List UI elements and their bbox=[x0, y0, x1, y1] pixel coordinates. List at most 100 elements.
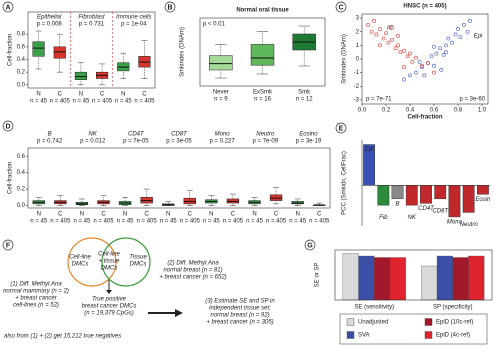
n-label: n = 405 bbox=[309, 219, 330, 225]
scatter-point bbox=[429, 54, 434, 59]
y-tick-label: 0.6 bbox=[17, 44, 26, 50]
p-value: p = 0.008 bbox=[37, 22, 63, 28]
y-tick-label: -3 bbox=[354, 97, 360, 103]
scatter-point bbox=[453, 32, 458, 37]
n-label: n = 405 bbox=[180, 219, 201, 225]
scatter-point bbox=[422, 73, 427, 78]
bar bbox=[452, 257, 469, 301]
bar-label: NK bbox=[408, 215, 417, 221]
scatter-point bbox=[402, 77, 406, 82]
scatter-point bbox=[386, 40, 391, 45]
x-tick-label: N bbox=[37, 212, 41, 218]
plot-frame bbox=[361, 13, 489, 105]
venn-label: DMCs bbox=[130, 262, 147, 268]
n-label: n = 405 bbox=[134, 99, 155, 105]
legend-swatch bbox=[346, 331, 355, 339]
y-axis-label: Smkindex (DNAm) bbox=[342, 34, 348, 84]
scatter-point bbox=[450, 40, 454, 45]
y-tick-label: 0.6 bbox=[17, 154, 26, 160]
x-tick-label: SE (sensitivity) bbox=[354, 305, 394, 311]
x-axis-label: Cell-fraction bbox=[407, 115, 442, 121]
group-label: Epithelial bbox=[37, 15, 62, 21]
x-tick-label: C bbox=[58, 92, 63, 98]
n-label: n = 405 bbox=[93, 219, 114, 225]
x-tick-label: N bbox=[80, 212, 84, 218]
result-text: + breast cancer (n = 305) bbox=[206, 320, 273, 326]
result-text: normal breast (n = 92) bbox=[210, 313, 269, 319]
x-tick-label: N bbox=[123, 212, 127, 218]
x-tick-label: N bbox=[121, 92, 125, 98]
p-value: p = 1e-04 bbox=[121, 22, 147, 28]
source-text: + breast cancer bbox=[15, 296, 58, 302]
scatter-point bbox=[396, 43, 400, 48]
legend-box bbox=[339, 313, 488, 345]
panel-letter: A bbox=[5, 4, 10, 11]
bar-label: Mono bbox=[447, 220, 463, 226]
bar-label: Fib bbox=[379, 215, 388, 221]
group-label: Eosino bbox=[299, 132, 318, 138]
n-label: n = 45 bbox=[73, 219, 91, 225]
x-tick-label: C bbox=[142, 92, 147, 98]
panel-letter: D bbox=[5, 123, 10, 130]
x-tick-label: 1.0 bbox=[478, 108, 487, 114]
y-tick-label: 0.8 bbox=[17, 32, 26, 38]
bar-label: Epi bbox=[365, 147, 374, 153]
scatter-point bbox=[390, 38, 394, 42]
panel-badge bbox=[335, 122, 347, 134]
group-label: B bbox=[48, 132, 52, 138]
panel-badge bbox=[2, 120, 14, 132]
scatter-point bbox=[432, 63, 436, 68]
scatter-point bbox=[420, 65, 424, 70]
legend-label: Unadjusted bbox=[358, 320, 388, 326]
bar-label: CD4T bbox=[418, 206, 435, 212]
y-tick-label: 0.0 bbox=[17, 82, 26, 88]
x-tick-label: N bbox=[166, 212, 170, 218]
x-tick-label: 0.4 bbox=[406, 108, 415, 114]
group-label: Mono bbox=[215, 132, 231, 138]
p-value: p = 7e-09 bbox=[253, 139, 279, 145]
panel-letter: G bbox=[307, 242, 313, 249]
panel-badge bbox=[304, 239, 316, 251]
arrowhead bbox=[175, 309, 183, 317]
n-label: n = 405 bbox=[137, 219, 158, 225]
x-tick-label: N bbox=[209, 212, 213, 218]
result-text: True positive bbox=[92, 297, 127, 303]
bar bbox=[374, 257, 391, 301]
x-tick-label: C bbox=[188, 212, 193, 218]
series-label: Epi bbox=[474, 34, 483, 40]
group-label: NK bbox=[89, 132, 98, 138]
scatter-point bbox=[456, 27, 460, 31]
scatter-point bbox=[441, 53, 446, 57]
chart-title: Normal oral tissue bbox=[236, 8, 289, 14]
scatter-point bbox=[468, 18, 472, 23]
p-value: p = 0.742 bbox=[37, 139, 63, 145]
scatter-point bbox=[446, 36, 451, 41]
scatter-point bbox=[439, 68, 444, 72]
legend-label: SVA bbox=[358, 333, 370, 339]
scatter-point bbox=[396, 33, 400, 38]
y-tick-label: 0.2 bbox=[17, 187, 26, 193]
source-text: cell-lines (n = 52) bbox=[13, 303, 59, 309]
result-text: independent tissue set: bbox=[209, 306, 271, 312]
bar bbox=[358, 255, 375, 301]
x-tick-label: N bbox=[79, 92, 83, 98]
bar-label: CD8T bbox=[432, 208, 449, 214]
x-tick-label: 0.0 bbox=[358, 108, 367, 114]
scatter-point bbox=[438, 46, 442, 50]
bar bbox=[377, 185, 390, 206]
bar bbox=[448, 185, 461, 218]
bar bbox=[405, 185, 418, 206]
box bbox=[53, 46, 66, 59]
scatter-point bbox=[390, 25, 394, 30]
plot-frame bbox=[199, 17, 326, 87]
x-tick-label: C bbox=[144, 212, 149, 218]
n-label: n = 45 bbox=[30, 219, 48, 225]
chart-title: HNSC (n = 405) bbox=[403, 4, 446, 10]
scatter-point bbox=[374, 32, 379, 37]
diagram-f: F Cell-line DMCs Cell-line + tissue DMCs… bbox=[2, 237, 275, 340]
y-tick-label: 0.2 bbox=[17, 70, 26, 76]
y-axis-label: SE or SP bbox=[315, 263, 321, 288]
bar-label: B bbox=[396, 201, 400, 207]
n-label: n = 12 bbox=[296, 97, 314, 103]
scatter-point bbox=[372, 18, 376, 23]
